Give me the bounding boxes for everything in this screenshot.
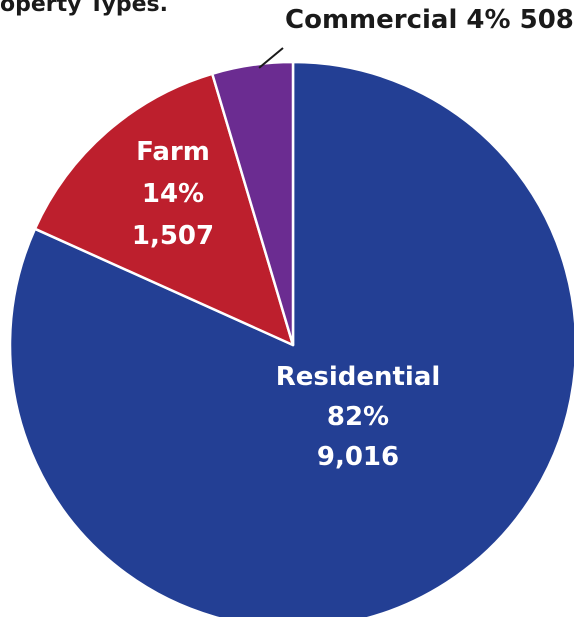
slice-value-residential: 9,016: [317, 442, 399, 472]
slice-value-commercial: 508: [511, 5, 574, 35]
slice-percent-farm: 14%: [142, 179, 204, 209]
chart-title: operty Types.: [0, 0, 169, 17]
commercial-leader-line: [258, 47, 284, 69]
slice-label-commercial: Commercial 4% 508: [285, 5, 574, 35]
slice-name-residential: Residential: [276, 362, 441, 392]
slice-percent-commercial: 4%: [457, 5, 510, 35]
pie-slice-farm: [33, 72, 295, 347]
slice-percent-residential: 82%: [327, 402, 389, 432]
slice-name-commercial: Commercial: [285, 5, 457, 35]
pie-slice-commercial: [211, 60, 295, 347]
slice-value-farm: 1,507: [132, 221, 214, 251]
slice-name-farm: Farm: [136, 137, 210, 167]
pie-slice-residential: [8, 60, 574, 617]
